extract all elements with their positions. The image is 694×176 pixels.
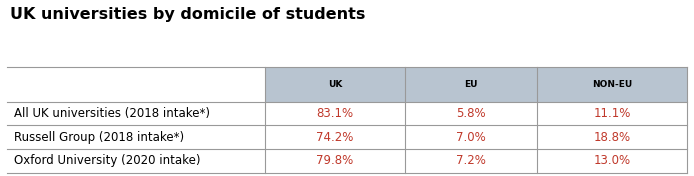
Text: Russell Group (2018 intake*): Russell Group (2018 intake*)	[14, 131, 184, 144]
Text: UK: UK	[328, 80, 342, 89]
Text: All UK universities (2018 intake*): All UK universities (2018 intake*)	[14, 107, 210, 120]
Text: 7.0%: 7.0%	[456, 131, 486, 144]
Bar	[265, 67, 405, 102]
Text: 79.8%: 79.8%	[316, 154, 354, 167]
Text: 83.1%: 83.1%	[316, 107, 354, 120]
Bar	[537, 67, 687, 102]
Text: 74.2%: 74.2%	[316, 131, 354, 144]
Text: 18.8%: 18.8%	[593, 131, 631, 144]
Text: Oxford University (2020 intake): Oxford University (2020 intake)	[14, 154, 201, 167]
Text: 7.2%: 7.2%	[456, 154, 486, 167]
Text: 11.1%: 11.1%	[593, 107, 631, 120]
Bar	[405, 67, 537, 102]
Text: EU: EU	[464, 80, 478, 89]
Text: 13.0%: 13.0%	[593, 154, 631, 167]
Text: NON-EU: NON-EU	[592, 80, 632, 89]
Text: 5.8%: 5.8%	[457, 107, 486, 120]
Text: UK universities by domicile of students: UK universities by domicile of students	[10, 7, 366, 22]
